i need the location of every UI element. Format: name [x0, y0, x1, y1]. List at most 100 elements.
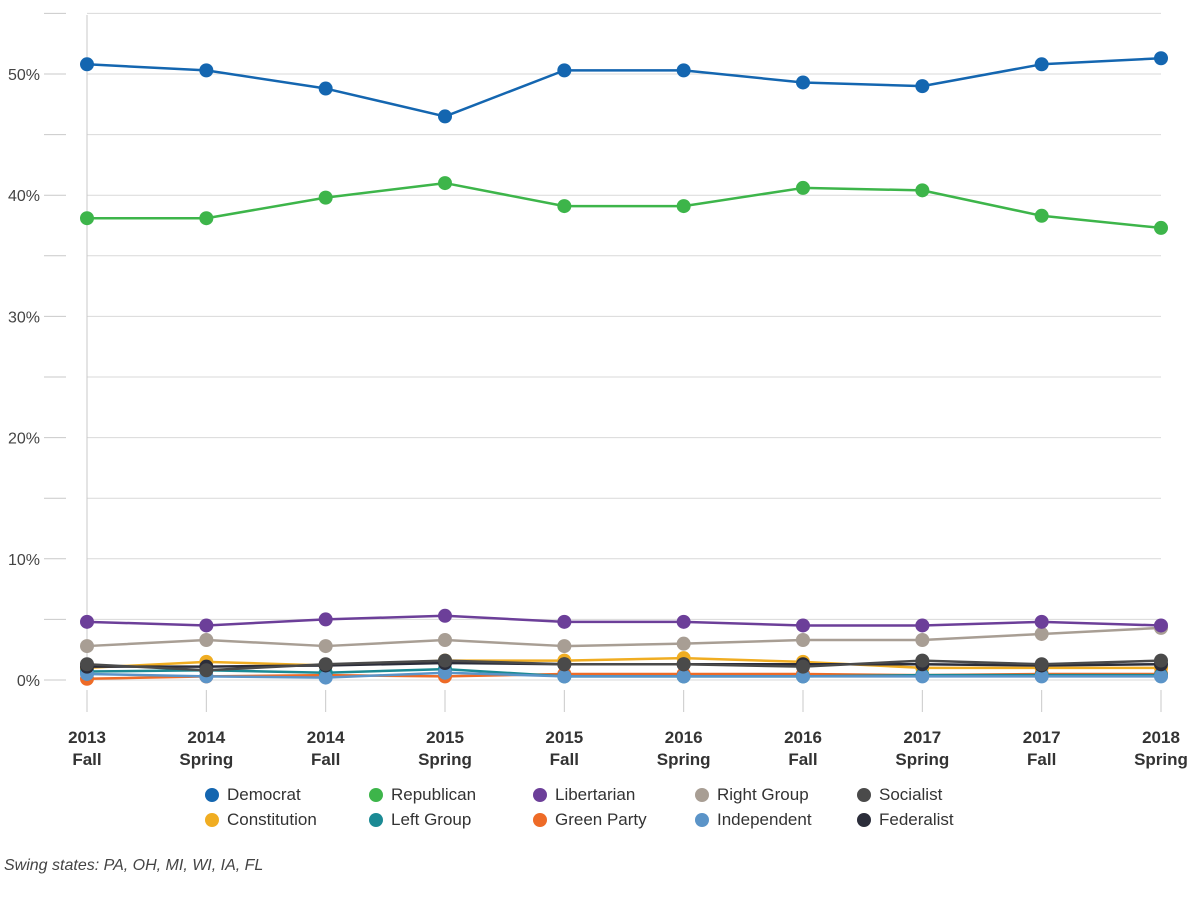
legend-swatch — [857, 812, 871, 827]
y-tick-label: 40% — [8, 188, 40, 205]
data-point-right-group — [80, 639, 94, 654]
data-point-socialist — [318, 657, 333, 672]
legend-item: Republican — [369, 785, 533, 805]
data-point-right-group — [1034, 626, 1049, 641]
x-tick-label: 2018 — [1142, 728, 1180, 747]
data-point-independent — [676, 669, 691, 684]
data-point-independent — [318, 670, 333, 685]
data-point-republican — [1034, 208, 1049, 223]
data-point-right-group — [915, 633, 930, 648]
x-tick-label: 2016 — [784, 728, 822, 747]
y-tick-label: 10% — [8, 552, 40, 569]
legend-label: Libertarian — [555, 784, 636, 804]
data-point-right-group — [199, 633, 214, 648]
x-tick-label: 2015 — [545, 728, 583, 747]
series-line-constitution — [86, 656, 1161, 670]
x-tick-label: Spring — [418, 750, 472, 769]
legend-row: Democrat Republican Libertarian Right Group… — [205, 782, 1005, 807]
x-tick-label: 2015 — [426, 728, 464, 747]
legend-label: Green Party — [555, 809, 647, 829]
data-point-socialist — [438, 653, 452, 668]
x-tick-label: Spring — [1134, 750, 1188, 769]
legend-item: Independent — [695, 810, 857, 830]
series-line-democrat — [86, 56, 1162, 118]
legend-item: Libertarian — [533, 785, 695, 805]
data-point-socialist — [676, 657, 691, 672]
chart-legend: Democrat Republican Libertarian Right Group… — [205, 782, 1005, 832]
data-point-republican — [915, 183, 930, 198]
x-tick-label: 2016 — [665, 728, 703, 747]
data-point-independent — [557, 669, 572, 684]
data-point-socialist — [557, 657, 572, 672]
data-point-right-group — [676, 636, 691, 651]
series-line-socialist — [86, 659, 1162, 672]
x-tick-label: Spring — [657, 750, 711, 769]
series-line-republican — [87, 181, 1162, 230]
data-point-right-group — [318, 639, 333, 654]
data-point-libertarian — [557, 614, 572, 629]
data-point-republican — [676, 199, 691, 214]
legend-swatch — [533, 787, 547, 802]
data-point-socialist — [796, 659, 810, 674]
data-point-right-group — [557, 639, 572, 654]
legend-label: Left Group — [391, 809, 472, 829]
series-line-right-group — [86, 626, 1162, 648]
legend-item: Green Party — [533, 810, 695, 830]
series-line-independent — [86, 671, 1161, 679]
data-point-right-group — [438, 633, 452, 648]
x-tick-label: 2013 — [68, 728, 106, 747]
x-tick-label: 2017 — [903, 728, 941, 747]
data-point-democrat — [557, 63, 572, 78]
legend-item: Socialist — [857, 785, 997, 805]
x-tick-label: Spring — [179, 750, 233, 769]
data-point-right-group — [796, 633, 810, 648]
data-point-republican — [796, 180, 810, 195]
x-tick-label: Fall — [788, 750, 817, 769]
legend-item: Constitution — [205, 810, 369, 830]
legend-swatch — [533, 812, 547, 827]
legend-item: Left Group — [369, 810, 533, 830]
x-tick-label: 2014 — [187, 728, 225, 747]
data-point-libertarian — [438, 608, 452, 623]
data-point-democrat — [80, 57, 94, 72]
legend-item: Right Group — [695, 785, 857, 805]
legend-label: Democrat — [227, 784, 301, 804]
data-point-democrat — [199, 63, 214, 78]
series-line-libertarian — [86, 614, 1162, 627]
legend-swatch — [857, 787, 871, 802]
data-point-libertarian — [199, 618, 214, 633]
data-point-socialist — [80, 657, 94, 672]
data-point-republican — [438, 176, 452, 191]
data-point-libertarian — [676, 614, 691, 629]
line-chart: 0% 10% 20% 30% 40% 50% 2013 Fall 2014 Spring 2014 F… — [8, 12, 1188, 769]
y-tick-label: 20% — [8, 431, 40, 448]
data-point-democrat — [438, 109, 452, 124]
data-point-independent — [1154, 669, 1168, 684]
data-point-independent — [438, 665, 452, 680]
x-tick-label: 2014 — [307, 728, 345, 747]
legend-label: Constitution — [227, 809, 317, 829]
y-tick-label: 30% — [8, 309, 40, 326]
data-point-libertarian — [1154, 618, 1168, 633]
data-point-libertarian — [80, 614, 94, 629]
data-point-independent — [796, 669, 810, 684]
data-point-democrat — [796, 75, 810, 90]
legend-label: Right Group — [717, 784, 809, 804]
data-point-socialist — [1034, 657, 1049, 672]
data-point-democrat — [1034, 57, 1049, 72]
data-point-republican — [80, 211, 94, 226]
data-point-republican — [1154, 220, 1168, 235]
legend-swatch — [369, 787, 383, 802]
data-point-independent — [1034, 669, 1049, 684]
data-point-democrat — [1154, 51, 1168, 66]
x-tick-label: Spring — [895, 750, 949, 769]
x-tick-label: Fall — [1027, 750, 1056, 769]
data-point-libertarian — [1034, 614, 1049, 629]
data-point-socialist — [199, 663, 214, 678]
data-point-socialist — [915, 653, 930, 668]
data-point-republican — [318, 190, 333, 205]
data-point-republican — [557, 199, 572, 214]
legend-label: Socialist — [879, 784, 943, 804]
y-tick-label: 0% — [17, 673, 40, 690]
y-tick-label: 50% — [8, 67, 40, 84]
